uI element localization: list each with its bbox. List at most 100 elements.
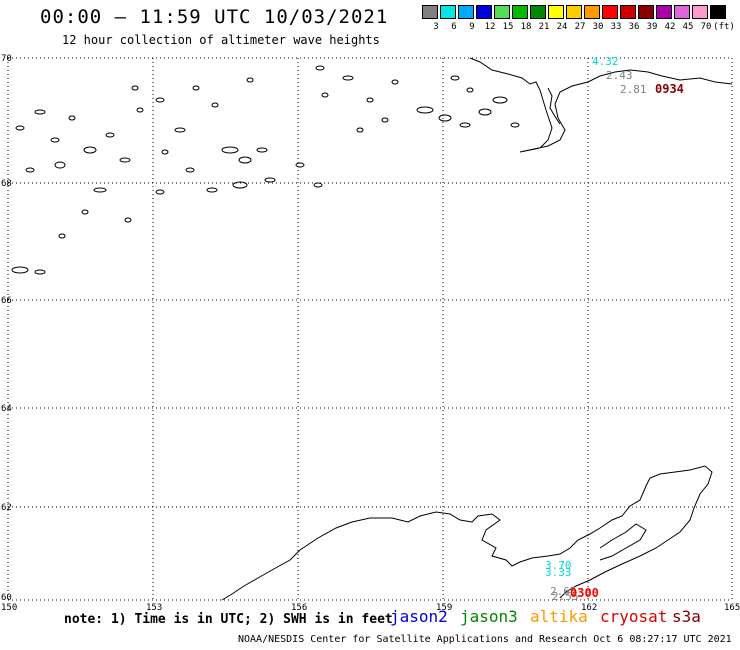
satellite-s3a: s3a <box>672 607 701 626</box>
satellite-cryosat: cryosat <box>600 607 668 626</box>
scale-label-6: 21 <box>538 22 550 32</box>
scale-label-4: 15 <box>502 22 514 32</box>
ice-floe <box>264 177 276 183</box>
ice-floe <box>206 187 218 193</box>
scale-swatch-7 <box>548 5 564 19</box>
ice-floe <box>119 157 131 163</box>
scale-label-1: 6 <box>451 22 457 32</box>
ice-floe <box>11 266 29 274</box>
scale-label-5: 18 <box>520 22 532 32</box>
lon-label-153: 153 <box>146 603 162 613</box>
ice-floe <box>15 125 25 131</box>
scale-swatch-1 <box>440 5 456 19</box>
lat-label-70: 70 <box>1 54 12 64</box>
scale-swatch-3 <box>476 5 492 19</box>
graticule <box>7 57 733 601</box>
scale-label-15: 70 <box>700 22 712 32</box>
ice-floe <box>161 149 169 155</box>
scale-label-3: 12 <box>484 22 496 32</box>
map-subtitle: 12 hour collection of altimeter wave hei… <box>62 33 380 47</box>
ice-floe <box>232 181 248 189</box>
ice-floe <box>155 189 165 195</box>
lat-label-62: 62 <box>1 503 12 513</box>
scale-label-2: 9 <box>469 22 475 32</box>
lat-label-68: 68 <box>1 179 12 189</box>
ice-floe <box>54 161 66 169</box>
scale-label-16: (ft) <box>713 22 735 32</box>
scale-swatch-15 <box>692 5 708 19</box>
footer-note: note: 1) Time is in UTC; 2) SWH is in fe… <box>64 612 393 627</box>
scale-label-0: 3 <box>433 22 439 32</box>
lon-label-165: 165 <box>724 603 740 613</box>
scale-label-12: 39 <box>646 22 658 32</box>
ice-floe <box>246 77 254 83</box>
scale-label-13: 42 <box>664 22 676 32</box>
scale-swatch-5 <box>512 5 528 19</box>
ice-floe <box>185 167 195 173</box>
river-channel <box>547 87 561 125</box>
ice-floe <box>174 127 186 133</box>
obs-value: 3.70 <box>545 559 572 572</box>
scale-swatch-0 <box>422 5 438 19</box>
lat-label-66: 66 <box>1 296 12 306</box>
scale-swatch-14 <box>674 5 690 19</box>
ice-floe <box>466 87 474 93</box>
scale-swatch-6 <box>530 5 546 19</box>
obs-value: 2.81 <box>620 83 647 96</box>
ice-floe <box>256 147 268 153</box>
ice-floe <box>192 85 200 91</box>
ice-floe <box>295 162 305 168</box>
ice-floe <box>124 217 132 223</box>
map-title: 00:00 – 11:59 UTC 10/03/2021 <box>40 6 389 28</box>
satellite-altika: altika <box>530 607 588 626</box>
ice-floe <box>81 209 89 215</box>
obs-value: 2.65 <box>550 585 577 598</box>
obs-value: 3.33 <box>545 566 572 579</box>
ice-floe <box>342 75 354 81</box>
coastline <box>221 57 733 601</box>
ice-floe <box>450 75 460 81</box>
ice-floe <box>391 79 399 85</box>
satellite-jason3: jason3 <box>460 607 518 626</box>
obs-value: 2.55 <box>552 590 579 603</box>
scale-label-7: 24 <box>556 22 568 32</box>
ice-floe <box>25 167 35 173</box>
scale-label-8: 27 <box>574 22 586 32</box>
obs-time: 0934 <box>655 82 684 96</box>
footer-credit: NOAA/NESDIS Center for Satellite Applica… <box>238 634 732 645</box>
scale-label-11: 36 <box>628 22 640 32</box>
scale-label-14: 45 <box>682 22 694 32</box>
ice-floe <box>34 109 46 115</box>
ice-floe <box>356 127 364 133</box>
scale-swatch-8 <box>566 5 582 19</box>
scale-swatch-11 <box>620 5 636 19</box>
satellite-jason2: jason2 <box>390 607 448 626</box>
ice-floe <box>131 85 139 91</box>
obs-value: 2.43 <box>606 69 633 82</box>
ice-floe <box>313 182 323 188</box>
coastline-south <box>221 465 713 601</box>
lon-label-162: 162 <box>581 603 597 613</box>
coastline-north <box>469 57 733 153</box>
ice-floe <box>510 122 520 128</box>
ice-floe <box>381 117 389 123</box>
scale-swatch-16 <box>710 5 726 19</box>
ice-floe <box>492 96 508 104</box>
coastline-south-inlet <box>599 523 647 561</box>
ice-floe <box>366 97 374 103</box>
ice-contours <box>11 65 520 275</box>
ice-floe <box>136 107 144 113</box>
lat-label-64: 64 <box>1 404 12 414</box>
ice-floe <box>438 114 452 122</box>
observation-labels: 4.32 2.43 2.81 0934 3.70 3.33 2.65 2.55 … <box>545 55 684 603</box>
lon-label-156: 156 <box>291 603 307 613</box>
scale-swatch-4 <box>494 5 510 19</box>
ice-floe <box>211 102 219 108</box>
ice-floe <box>478 108 492 116</box>
scale-swatch-10 <box>602 5 618 19</box>
lon-label-150: 150 <box>1 603 17 613</box>
ice-floe <box>58 233 66 239</box>
ice-floe <box>93 187 107 193</box>
scale-swatch-13 <box>656 5 672 19</box>
